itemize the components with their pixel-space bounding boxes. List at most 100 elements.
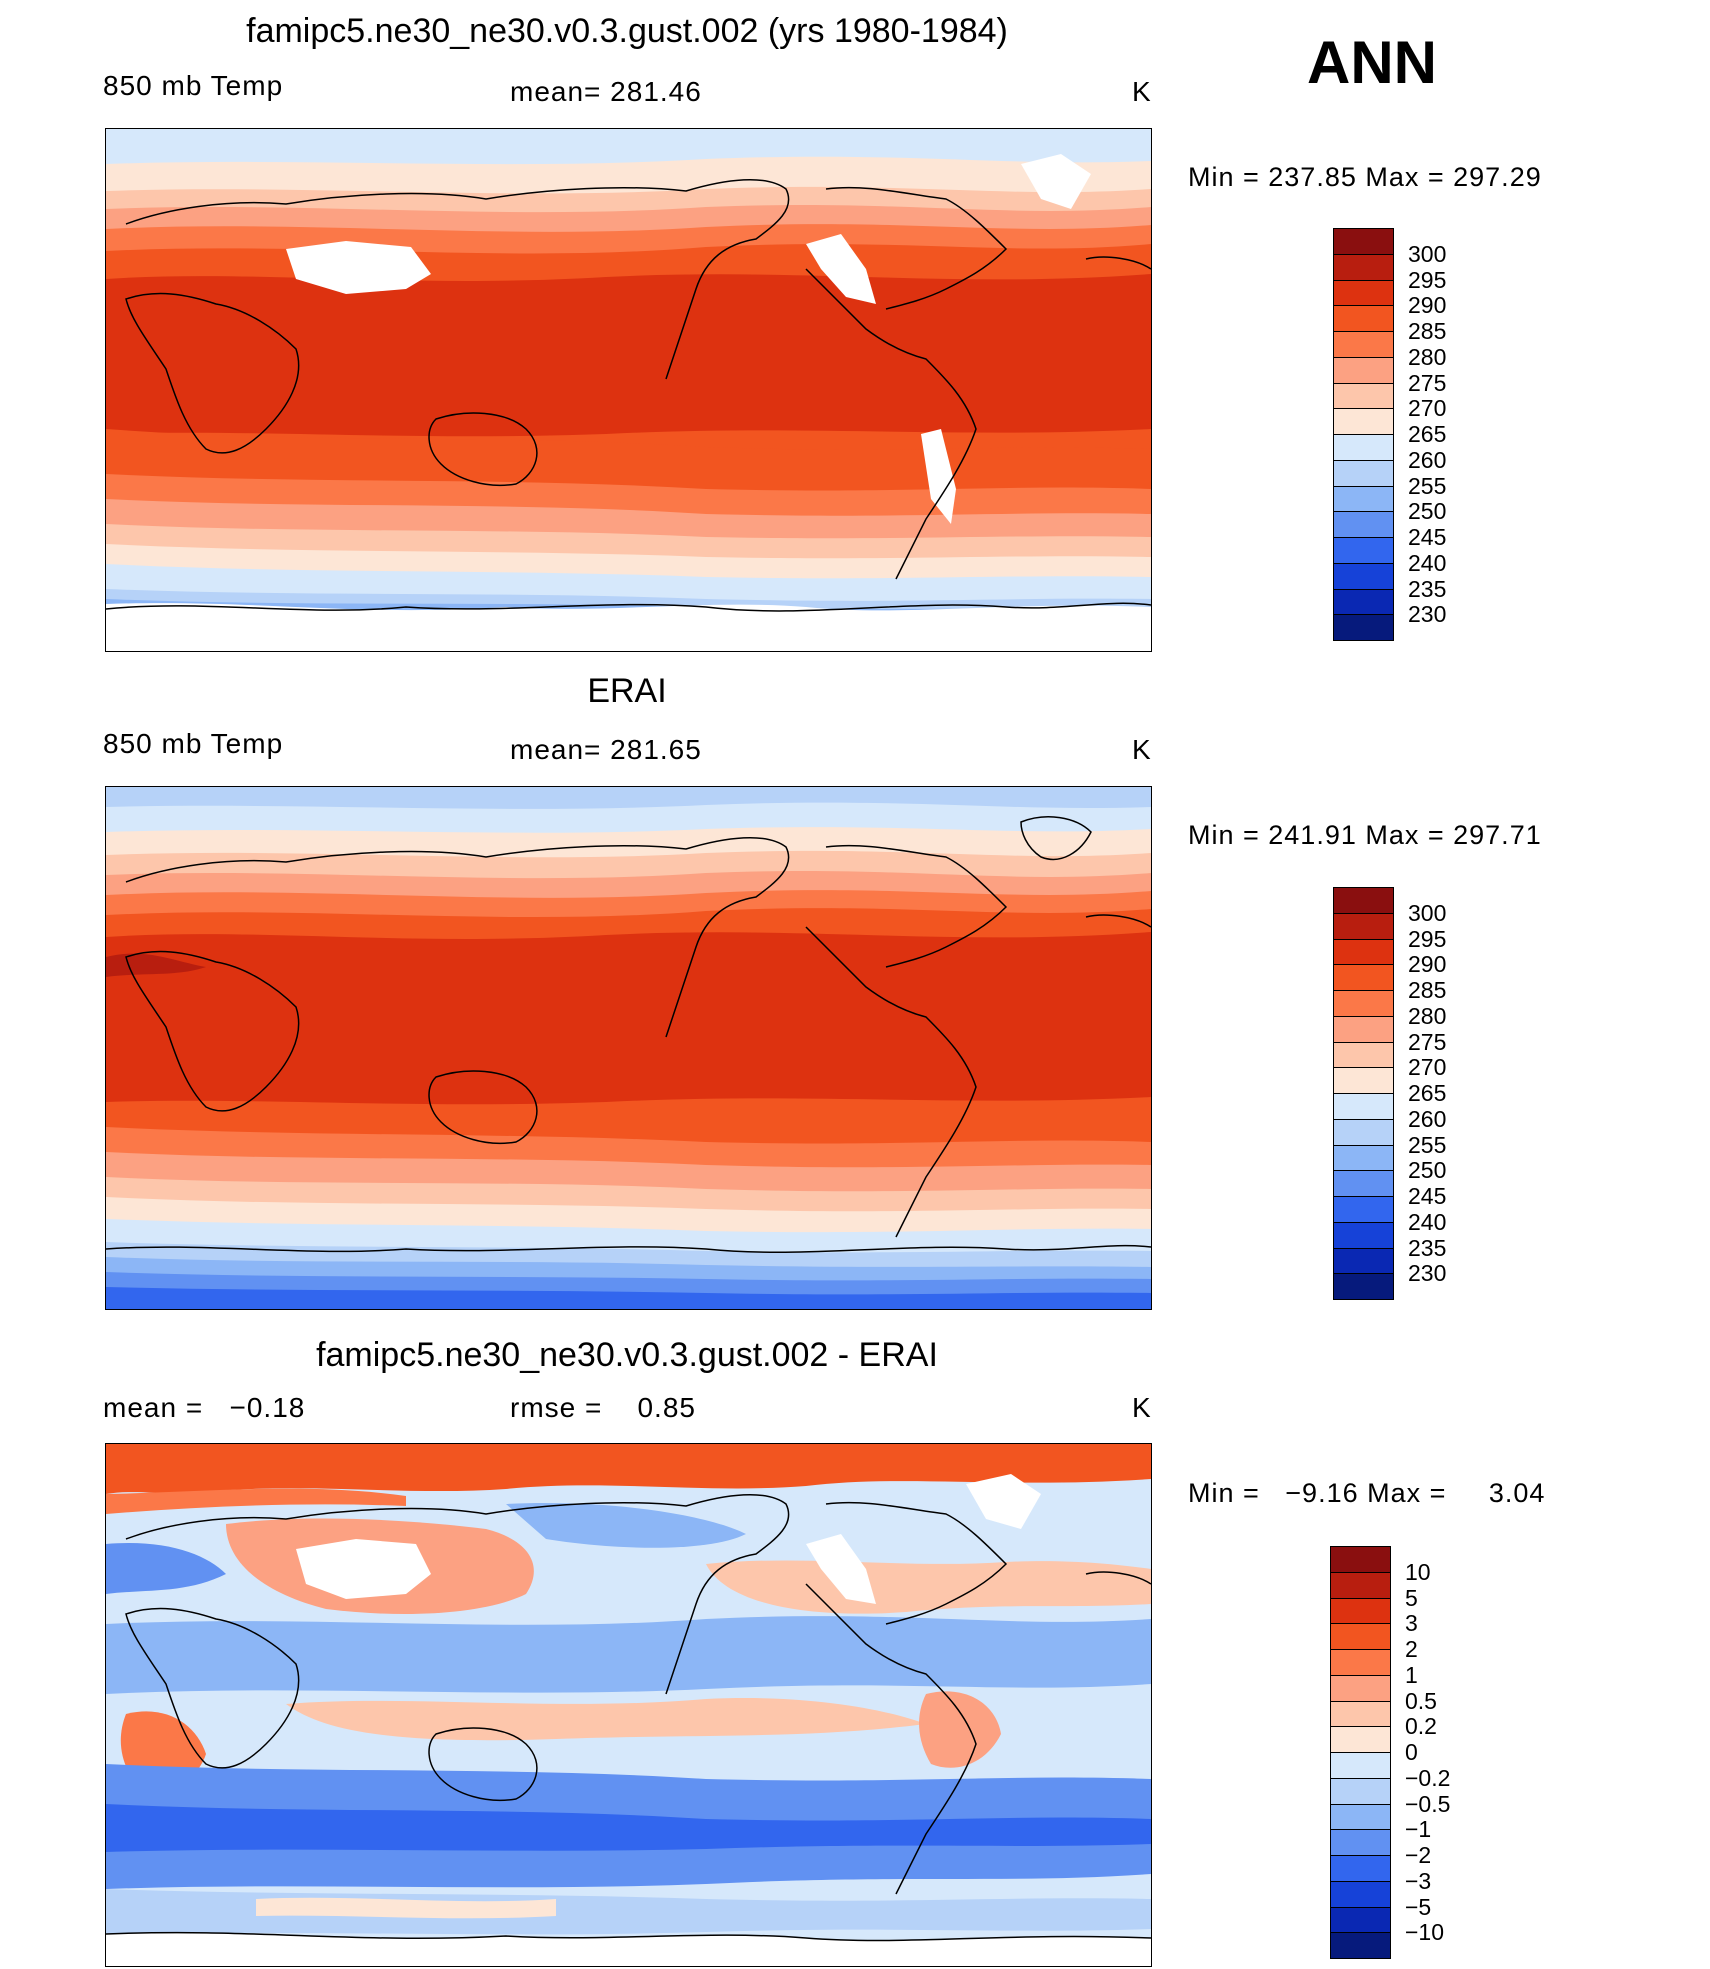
colorbar-label: 0 xyxy=(1405,1739,1418,1765)
colorbar-swatch xyxy=(1333,331,1394,358)
panel-minmax-obs: Min = 241.91 Max = 297.71 xyxy=(1188,820,1542,850)
colorbar-label: 280 xyxy=(1408,1002,1447,1029)
colorbar-swatch xyxy=(1330,1571,1391,1599)
panel-left-label-model: 850 mb Temp xyxy=(103,70,284,101)
colorbar-swatch xyxy=(1333,614,1394,641)
colorbar-label: 270 xyxy=(1408,1054,1447,1081)
colorbar-swatch xyxy=(1330,1752,1391,1779)
colorbar-swatch xyxy=(1333,964,1394,991)
colorbar-swatch xyxy=(1333,434,1394,461)
colorbar-label: −2 xyxy=(1405,1842,1432,1868)
colorbar-label: −5 xyxy=(1405,1893,1432,1920)
colorbar-label: 245 xyxy=(1408,524,1447,550)
colorbar-label: 280 xyxy=(1408,343,1447,370)
colorbar-label: 290 xyxy=(1408,292,1447,319)
colorbar-label: 250 xyxy=(1408,1157,1447,1184)
colorbar-swatch xyxy=(1333,1118,1394,1146)
colorbar-label: 285 xyxy=(1408,318,1447,344)
colorbar-swatch xyxy=(1333,253,1394,281)
colorbar-label: 290 xyxy=(1408,951,1447,978)
colorbar-swatch xyxy=(1333,1067,1394,1094)
colorbar-label: 250 xyxy=(1408,498,1447,525)
colorbar-swatch xyxy=(1333,1041,1394,1069)
colorbar-swatch xyxy=(1333,1221,1394,1249)
colorbar-swatch xyxy=(1330,1674,1391,1702)
colorbar-swatch xyxy=(1333,356,1394,384)
panel-mean-model: mean= 281.46 xyxy=(510,76,702,107)
colorbar-swatch xyxy=(1333,1093,1394,1120)
colorbar-label: 2 xyxy=(1405,1636,1418,1662)
panel-left-label-obs: 850 mb Temp xyxy=(103,728,284,759)
panel-left-label-diff: mean = −0.18 xyxy=(103,1392,306,1423)
colorbar-swatch xyxy=(1330,1623,1391,1650)
colorbar-swatch xyxy=(1333,1196,1394,1223)
colorbar-swatch xyxy=(1333,562,1394,590)
colorbar-label: 260 xyxy=(1408,446,1447,473)
colorbar-label: 260 xyxy=(1408,1105,1447,1132)
colorbar-label: −3 xyxy=(1405,1867,1432,1894)
colorbar-label: 285 xyxy=(1408,977,1447,1003)
colorbar-label: 1 xyxy=(1405,1661,1418,1688)
colorbar-label: 265 xyxy=(1408,421,1447,447)
colorbar-label: 235 xyxy=(1408,1234,1447,1261)
colorbar-label: 255 xyxy=(1408,1131,1447,1158)
colorbar-swatch xyxy=(1333,305,1394,332)
colorbar-label: 265 xyxy=(1408,1080,1447,1106)
panel-title-diff: famipc5.ne30_ne30.v0.3.gust.002 - ERAI xyxy=(316,1336,938,1374)
colorbar-swatch xyxy=(1330,1855,1391,1882)
colorbar-swatch xyxy=(1333,1170,1394,1197)
panel-units-obs: K xyxy=(1132,734,1152,765)
colorbar-swatch xyxy=(1330,1597,1391,1625)
colorbar-swatch xyxy=(1330,1880,1391,1908)
colorbar-label: 275 xyxy=(1408,1028,1447,1055)
colorbar-swatch xyxy=(1330,1649,1391,1676)
colorbar-swatch xyxy=(1333,938,1394,966)
map-model xyxy=(105,128,1152,652)
colorbar-label: 240 xyxy=(1408,1208,1447,1235)
colorbar-swatch xyxy=(1333,1247,1394,1275)
colorbar-label: 3 xyxy=(1405,1610,1418,1637)
colorbar-swatch xyxy=(1333,912,1394,940)
colorbar-label: 300 xyxy=(1408,899,1447,926)
colorbar-swatch xyxy=(1333,990,1394,1017)
colorbar-swatch xyxy=(1330,1932,1391,1959)
colorbar-swatch xyxy=(1333,485,1394,513)
colorbar-label: 240 xyxy=(1408,549,1447,576)
colorbar-swatch xyxy=(1330,1777,1391,1805)
colorbar-label: 0.5 xyxy=(1405,1687,1437,1714)
colorbar-label: 255 xyxy=(1408,472,1447,499)
colorbar-label: 245 xyxy=(1408,1183,1447,1209)
colorbar-label: 275 xyxy=(1408,369,1447,396)
colorbar-label: −1 xyxy=(1405,1816,1432,1843)
colorbar-swatch xyxy=(1333,1144,1394,1172)
colorbar-label: −0.2 xyxy=(1405,1764,1451,1791)
panel-units-model: K xyxy=(1132,76,1152,107)
colorbar-swatch xyxy=(1333,887,1394,914)
colorbar-swatch xyxy=(1333,537,1394,564)
colorbar-diff: 10 5 3 2 1 0.5 0.2 0 −0.2 −0.5 −1 −2 −3 −5 −10 xyxy=(1330,1546,1450,1959)
colorbar-label: 295 xyxy=(1408,925,1447,952)
colorbar-swatch xyxy=(1333,228,1394,255)
colorbar-obs: 300 295 290 285 280 275 270 265 260 255 250 245 240 2… xyxy=(1333,887,1446,1300)
map-diff xyxy=(105,1443,1152,1967)
colorbar-swatch xyxy=(1333,459,1394,487)
colorbar-swatch xyxy=(1330,1803,1391,1831)
colorbar-label: 0.2 xyxy=(1405,1713,1437,1740)
panel-title-model: famipc5.ne30_ne30.v0.3.gust.002 (yrs 198… xyxy=(246,12,1008,50)
colorbar-swatch xyxy=(1333,511,1394,538)
colorbar-label: −10 xyxy=(1405,1919,1445,1946)
colorbar-swatch xyxy=(1330,1906,1391,1934)
colorbar-swatch xyxy=(1330,1726,1391,1753)
colorbar-swatch xyxy=(1333,279,1394,307)
panel-minmax-diff: Min = −9.16 Max = 3.04 xyxy=(1188,1478,1546,1508)
colorbar-label: 10 xyxy=(1405,1558,1431,1585)
colorbar-swatch xyxy=(1333,588,1394,616)
season-label: ANN xyxy=(1307,29,1437,96)
colorbar-label: 5 xyxy=(1405,1584,1418,1611)
colorbar-swatch xyxy=(1330,1829,1391,1856)
colorbar-label: 295 xyxy=(1408,266,1447,293)
colorbar-label: 300 xyxy=(1408,240,1447,267)
colorbar-swatch xyxy=(1330,1700,1391,1728)
colorbar-label: 230 xyxy=(1408,1260,1447,1287)
colorbar-swatch xyxy=(1333,1015,1394,1043)
